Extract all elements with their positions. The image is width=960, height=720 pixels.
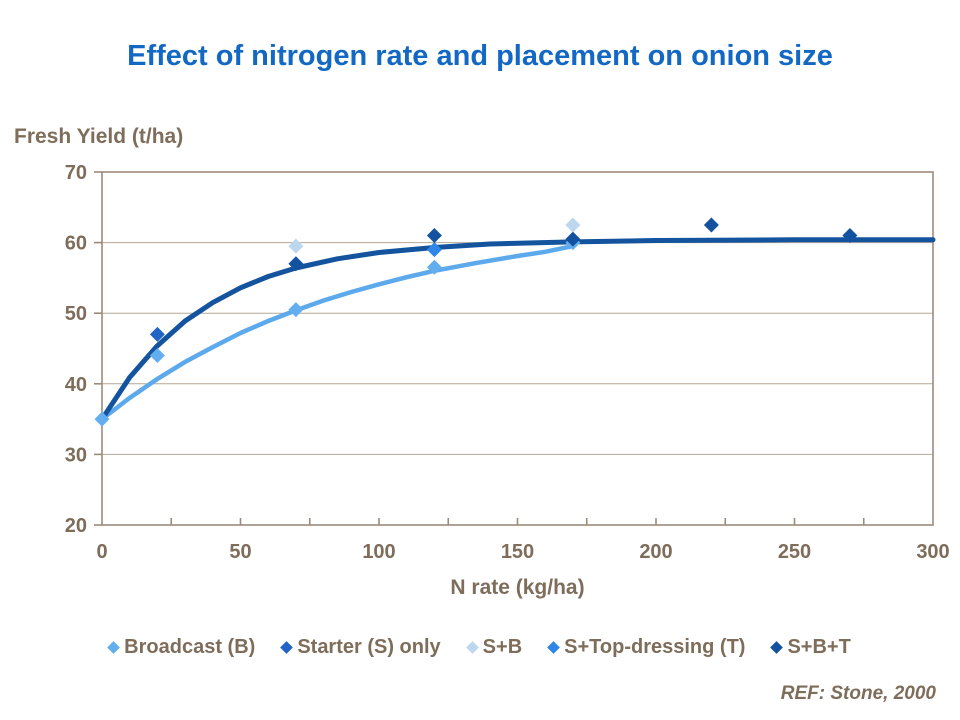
y-tick-label: 50 [65, 303, 87, 325]
chart-legend: Broadcast (B) Starter (S) only S+B S+Top-dr… [0, 636, 960, 659]
data-point [842, 228, 858, 244]
data-point [565, 231, 581, 247]
legend-item: S+B [465, 636, 523, 659]
legend-diamond-icon [107, 641, 121, 654]
legend-label: Starter (S) only [297, 636, 441, 658]
y-tick-label: 20 [65, 515, 87, 537]
data-point [288, 302, 304, 318]
data-point [426, 259, 442, 275]
y-tick-label: 30 [65, 444, 87, 466]
data-point [426, 228, 442, 244]
legend-label: S+B [482, 636, 523, 658]
legend-label: S+B+T [787, 636, 851, 658]
y-tick-label: 60 [65, 233, 87, 255]
legend-label: S+Top-dressing (T) [564, 636, 746, 658]
trendline [99, 237, 936, 422]
x-tick-label: 0 [96, 541, 107, 563]
y-axis-title: Fresh Yield (t/ha) [14, 125, 184, 148]
x-tick-label: 200 [639, 541, 672, 563]
x-tick-label: 100 [362, 541, 395, 563]
legend-diamond-icon [770, 641, 784, 654]
legend-diamond-icon [280, 641, 294, 654]
reference-note: REF: Stone, 2000 [780, 683, 936, 704]
data-point [565, 217, 581, 233]
plot-border [101, 171, 934, 526]
data-point [426, 242, 442, 258]
legend-item: Broadcast (B) [107, 636, 256, 659]
y-tick-label: 40 [65, 374, 87, 396]
data-point [703, 217, 719, 233]
legend-item: S+B+T [770, 636, 851, 659]
data-point [149, 326, 165, 342]
x-tick-label: 150 [501, 541, 534, 563]
legend-item: Starter (S) only [280, 636, 441, 659]
x-tick-label: 300 [916, 541, 949, 563]
x-tick-label: 50 [229, 541, 251, 563]
data-point [288, 256, 304, 272]
legend-label: Broadcast (B) [124, 636, 256, 658]
x-tick-label: 250 [778, 541, 811, 563]
data-point [94, 411, 110, 427]
data-point [149, 348, 165, 364]
chart-title: Effect of nitrogen rate and placement on… [127, 40, 833, 72]
legend-diamond-icon [547, 641, 561, 654]
legend-item: S+Top-dressing (T) [547, 636, 746, 659]
trendline [99, 243, 576, 422]
y-tick-label: 70 [65, 162, 87, 184]
legend-diamond-icon [465, 641, 479, 654]
x-axis-title: N rate (kg/ha) [450, 576, 585, 599]
data-point [288, 238, 304, 254]
